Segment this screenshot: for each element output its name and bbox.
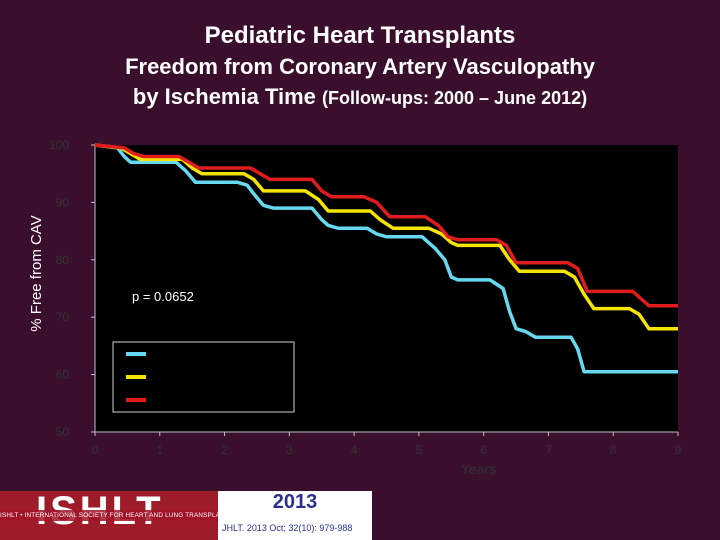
citation-text: JHLT. 2013 Oct; 32(10): 979-988 <box>222 523 353 533</box>
p-value-annotation: p = 0.0652 <box>132 289 194 304</box>
x-tick-label: 8 <box>610 443 617 457</box>
chart-title-line3-main: by Ischemia Time <box>132 84 323 109</box>
x-axis-label: Years <box>461 461 496 477</box>
y-tick-label: 80 <box>56 253 70 267</box>
y-tick-label: 50 <box>56 425 70 439</box>
chart-title-line1: Pediatric Heart Transplants <box>204 22 516 49</box>
series-line-2 <box>94 143 678 331</box>
series-line-1 <box>94 143 678 374</box>
y-tick-label: 100 <box>49 138 69 152</box>
ishlt-logo-strap: ISHLT • INTERNATIONAL SOCIETY FOR HEART … <box>0 510 218 521</box>
chart-title-line2: Freedom from Coronary Artery Vasculopath… <box>125 54 595 79</box>
chart-title-line3-followup: (Follow-ups: 2000 – June 2012) <box>322 88 588 108</box>
chart-title-line3: by Ischemia Time (Follow-ups: 2000 – Jun… <box>0 84 720 110</box>
x-tick-label: 9 <box>675 443 682 457</box>
citation-year: 2013 <box>272 491 318 513</box>
citation-box: 2013 JHLT. 2013 Oct; 32(10): 979-988 <box>218 491 372 540</box>
ishlt-logo: ISHLT ISHLT • INTERNATIONAL SOCIETY FOR … <box>0 491 218 540</box>
y-axis-label: % Free from CAV <box>28 215 45 331</box>
x-tick-label: 0 <box>92 443 99 457</box>
series-line-3 <box>94 143 678 308</box>
y-tick-label: 90 <box>56 195 70 209</box>
x-tick-label: 2 <box>221 443 228 457</box>
x-tick-label: 5 <box>416 443 423 457</box>
x-tick-label: 6 <box>480 443 487 457</box>
x-tick-label: 1 <box>156 443 163 457</box>
x-tick-label: 7 <box>545 443 552 457</box>
y-tick-label: 70 <box>56 310 70 324</box>
x-tick-label: 3 <box>286 443 293 457</box>
y-tick-label: 60 <box>56 368 70 382</box>
x-tick-label: 4 <box>351 443 358 457</box>
